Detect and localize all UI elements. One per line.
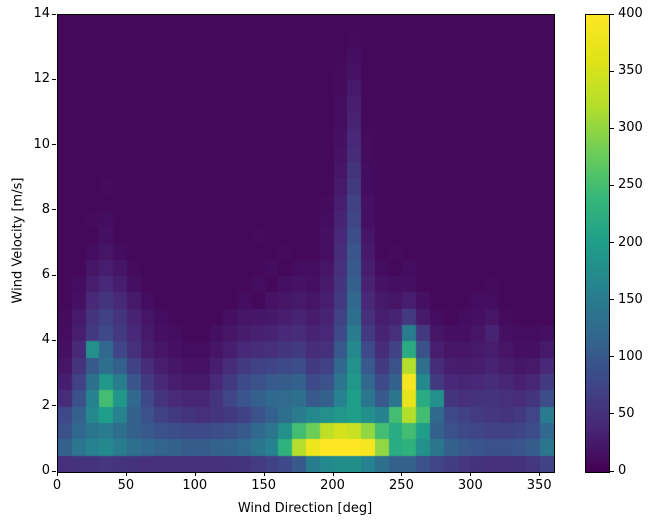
colorbar-gradient-canvas	[586, 15, 609, 472]
colorbar-tick-mark	[610, 470, 614, 472]
x-tick-mark	[332, 472, 334, 476]
x-axis-label: Wind Direction [deg]	[237, 501, 373, 516]
y-tick-label: 10	[33, 136, 50, 152]
y-tick-label: 8	[41, 201, 50, 217]
y-axis-label: Wind Velocity [m/s]	[10, 177, 26, 304]
y-tick-label: 4	[41, 332, 50, 348]
x-tick-label: 300	[457, 478, 483, 493]
colorbar-tick-label: 250	[618, 177, 643, 193]
colorbar-tick-mark	[610, 70, 614, 72]
colorbar-tick-mark	[610, 413, 614, 415]
x-tick-label: 50	[117, 478, 135, 493]
y-tick-mark	[52, 339, 56, 341]
colorbar-tick-label: 150	[618, 291, 643, 307]
x-tick-label: 200	[320, 478, 345, 493]
plot-area	[57, 14, 555, 473]
x-tick-mark	[401, 472, 403, 476]
y-tick-mark	[52, 470, 56, 472]
colorbar-tick-mark	[610, 127, 614, 129]
x-tick-label: 350	[526, 478, 552, 493]
y-tick-label: 6	[41, 267, 50, 283]
y-tick-label: 14	[33, 6, 50, 21]
colorbar-tick-label: 50	[618, 405, 635, 421]
colorbar-tick-label: 0	[618, 463, 627, 478]
y-tick-mark	[52, 274, 56, 276]
y-tick-mark	[52, 405, 56, 407]
x-tick-mark	[57, 472, 58, 476]
x-tick-mark	[125, 472, 127, 476]
y-tick-mark	[52, 144, 56, 146]
y-tick-label: 0	[41, 463, 50, 478]
x-tick-label: 250	[389, 478, 414, 493]
y-tick-label: 12	[33, 71, 50, 87]
heatmap-canvas	[58, 15, 554, 472]
y-tick-mark	[52, 13, 56, 15]
y-tick-label: 2	[41, 397, 50, 413]
colorbar-tick-label: 300	[618, 120, 643, 136]
y-tick-mark	[52, 209, 56, 211]
colorbar-tick-mark	[610, 299, 614, 301]
x-tick-mark	[470, 472, 472, 476]
colorbar-tick-label: 200	[618, 234, 643, 250]
y-tick-mark	[52, 78, 56, 80]
colorbar-tick-mark	[610, 184, 614, 186]
colorbar	[585, 14, 610, 473]
x-tick-mark	[263, 472, 265, 476]
x-tick-label: 100	[182, 478, 208, 493]
x-tick-mark	[539, 472, 541, 476]
colorbar-tick-label: 100	[618, 348, 643, 364]
colorbar-tick-mark	[610, 356, 614, 358]
colorbar-tick-label: 400	[618, 6, 643, 21]
x-tick-mark	[194, 472, 196, 476]
colorbar-tick-label: 350	[618, 63, 643, 79]
colorbar-tick-mark	[610, 13, 614, 15]
x-tick-label: 0	[52, 478, 62, 493]
x-tick-label: 150	[251, 478, 277, 493]
colorbar-tick-mark	[610, 242, 614, 243]
